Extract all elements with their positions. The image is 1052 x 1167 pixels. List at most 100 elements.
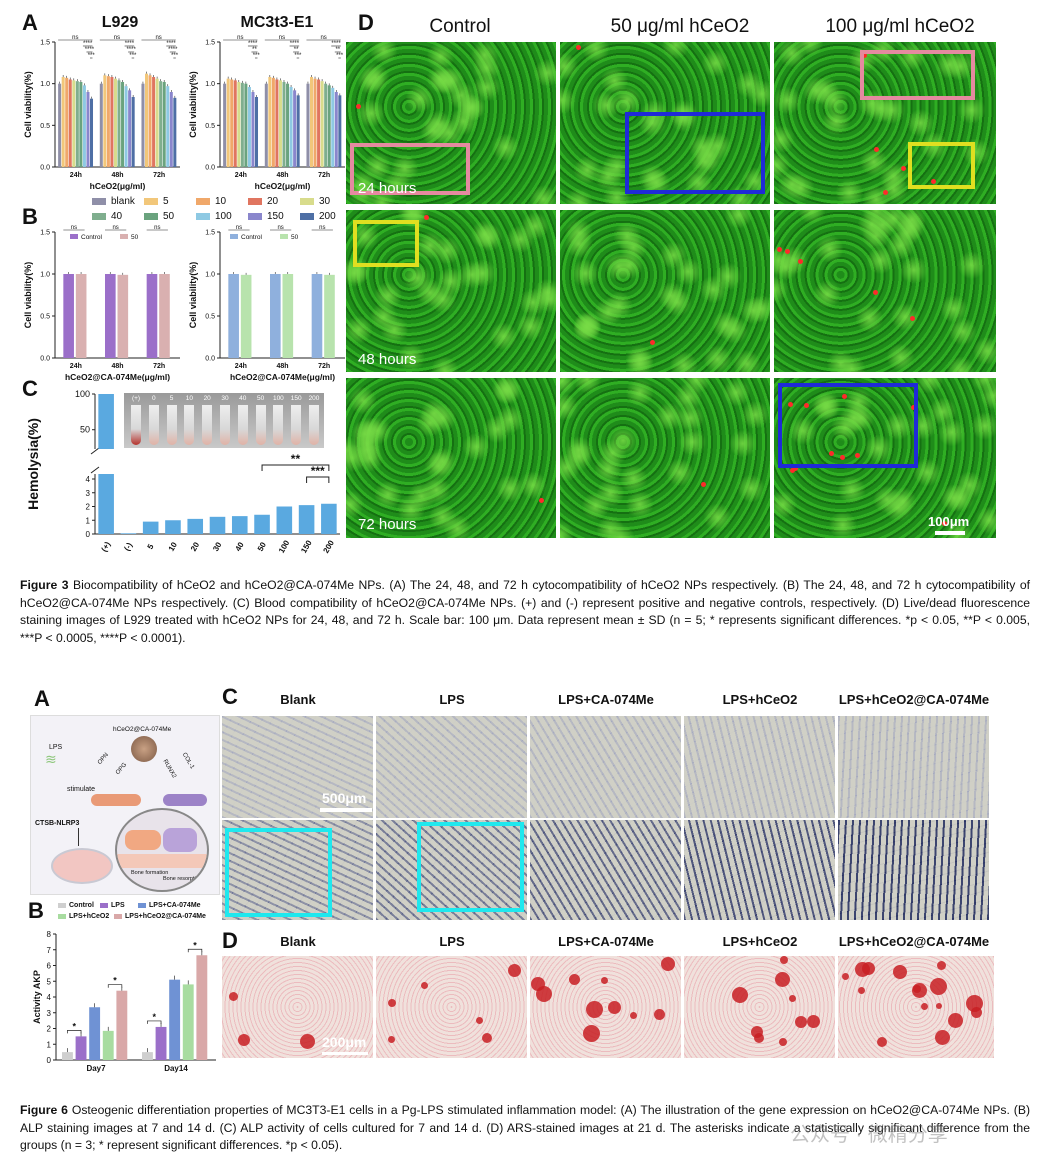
fig3-panel-label-d: D: [358, 10, 374, 35]
dead-cell-marker: [862, 53, 867, 58]
bar-LPS+hCeO2-Day14: [182, 984, 194, 1060]
sig-label: **: [294, 47, 299, 53]
tube: [309, 405, 319, 445]
bar-10-48h: [271, 77, 275, 167]
legend-swatch: [120, 234, 128, 239]
chart-a1-l929: 0.0 0.5 1.0 1.5 24h 48h 72h Cell viability(%) hC…: [23, 35, 180, 191]
tube: [255, 405, 266, 445]
bar-100-48h: [289, 87, 293, 167]
x-tick-label: 50: [256, 540, 269, 553]
dead-cell-marker: [356, 104, 361, 109]
sig-label: *: [152, 1012, 156, 1022]
dead-cell-marker: [855, 453, 860, 458]
bar-50-72h: [162, 82, 166, 167]
sig-label: ns: [72, 35, 78, 41]
bar-200-72h: [338, 95, 342, 167]
x-tick-label: 24h: [70, 363, 82, 370]
illus-np-label: hCeO2@CA-074Me: [113, 726, 172, 733]
sig-label: ***: [253, 53, 261, 59]
bar-LPS-Day7: [75, 1036, 87, 1060]
mineral-nodule: [601, 977, 608, 984]
y-tick-label: 7: [47, 946, 52, 955]
x-tick-label: 100: [277, 538, 292, 554]
x-tick-label: 48h: [276, 172, 288, 179]
x-tick-label: 24h: [70, 172, 82, 179]
bar-LPS+hCeO2-Day7: [102, 1030, 114, 1060]
y-tick-label: 0.5: [205, 123, 215, 130]
fig3-panel-label-c: C: [22, 376, 38, 401]
legend-a-label: 200: [319, 211, 336, 222]
sig-label: ****: [126, 47, 136, 53]
y-tick-label: 1.5: [40, 40, 50, 47]
legend-a-swatch: [300, 213, 314, 220]
x-tick-label: 24h: [235, 172, 247, 179]
mineral-nodule: [930, 978, 947, 995]
gene-expression-illustration: LPS ≋ stimulate CTSB-NLRP3 hCeO2@CA-074M…: [30, 715, 220, 895]
mineral-nodule: [948, 1013, 963, 1028]
dead-cell-marker: [424, 215, 429, 220]
legend-a-label: 40: [111, 211, 123, 222]
mineral-nodule: [842, 973, 849, 980]
tube: [184, 405, 195, 445]
roi-pink-24h-control: [350, 143, 470, 195]
sig-label: ns: [154, 225, 160, 231]
alp-image-r0-c0: [222, 716, 373, 818]
bar-5-24h: [61, 77, 65, 167]
ars-header-1: LPS: [439, 934, 465, 949]
bar-10-48h: [106, 76, 110, 167]
bar-10: [165, 520, 181, 534]
legend-a-label: 30: [319, 196, 331, 207]
ars-header-2: LPS+CA-074Me: [558, 934, 654, 949]
bar-50-48h: [117, 274, 129, 358]
mineral-nodule: [937, 961, 946, 970]
bar-150-72h: [334, 92, 338, 167]
y-tick-label: 8: [47, 930, 52, 939]
legend-a-swatch: [92, 198, 106, 205]
legend-a: blank 5 10 20 30 40 50 100 150 200: [92, 196, 352, 228]
sig-label: **: [252, 47, 257, 53]
live-dead-image-r1-c1: [560, 210, 770, 372]
sig-label: *: [193, 940, 197, 950]
mineral-nodule: [780, 956, 788, 964]
bar-50: [254, 514, 270, 534]
y-tick-label: 0.0: [40, 356, 50, 363]
legend-a-swatch: [248, 198, 262, 205]
chart-a2-mc3t3: 0.0 0.5 1.0 1.5 24h 48h 72h Cell viability(%) hC…: [188, 35, 345, 191]
mineral-nodule: [877, 1037, 887, 1047]
illus-bone-formation-label: Bone formation: [131, 870, 169, 876]
ars-scale-bar: [322, 1052, 368, 1055]
sig-label: ns: [237, 35, 243, 41]
dead-cell-marker: [873, 290, 878, 295]
sig-label: ns: [279, 35, 285, 41]
d-col-control: Control: [429, 16, 491, 37]
roi-yellow-24h-100: [908, 142, 975, 189]
alp-image-r1-c4: [838, 820, 989, 920]
mineral-nodule: [862, 962, 875, 975]
y-tick-label: 6: [47, 962, 52, 971]
illus-osteoclast-strip: [163, 794, 207, 806]
mineral-nodule: [754, 1033, 764, 1043]
mineral-nodule: [732, 987, 748, 1003]
bar-blank-72h: [306, 83, 310, 167]
illus-opn-label: OPN: [97, 752, 110, 766]
bar-30-48h: [278, 80, 282, 167]
sig-label: ***: [129, 53, 137, 59]
figure6-caption: Figure 6 Osteogenic differentiation prop…: [20, 1102, 1030, 1155]
bar-100-24h: [82, 85, 86, 167]
y-tick-label: 1: [86, 516, 91, 525]
sig-label: ***: [294, 53, 302, 59]
sig-label: **: [335, 47, 340, 53]
legend-a-item: 40: [92, 211, 122, 222]
alp-image-r1-c3: [684, 820, 835, 920]
bar-blank-24h: [223, 83, 227, 167]
bar-10-72h: [148, 75, 152, 167]
bar-(-): [120, 533, 137, 534]
legend-a-swatch: [248, 213, 262, 220]
x-tick-label: 24h: [235, 363, 247, 370]
live-dead-image-r1-c2: [774, 210, 996, 372]
chart-akp-activity: 0 1 2 3 4 5 6 7 8 Day7 * * Day14 * * Activity AKP: [32, 930, 216, 1073]
fig3-panel-label-b: B: [22, 204, 38, 229]
bar-Control-Day7: [62, 1052, 73, 1060]
dead-cell-marker: [576, 45, 581, 50]
legend-a-swatch: [196, 198, 210, 205]
